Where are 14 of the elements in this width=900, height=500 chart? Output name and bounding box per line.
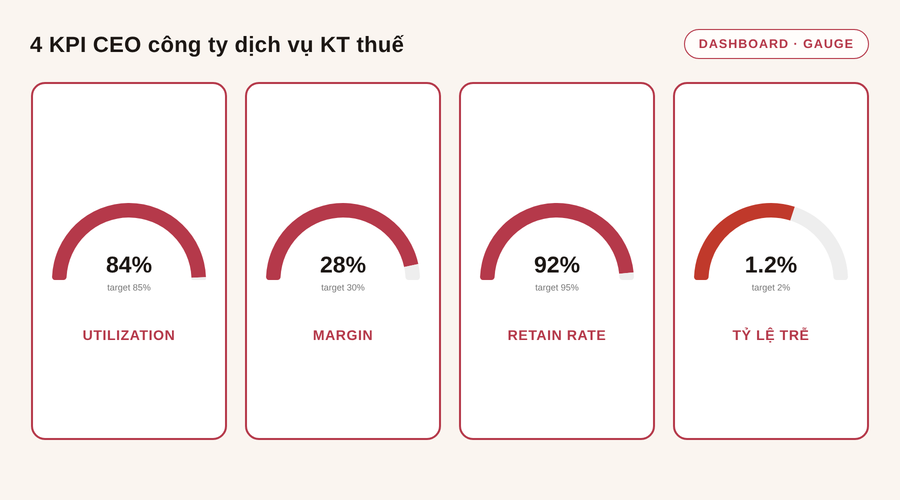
text: target 30% [321,282,365,292]
data-label: 1.2% [744,251,798,278]
data-label: 92% [534,251,580,278]
text: UTILIZATION [82,326,176,344]
text: MARGIN [312,326,374,344]
text: target 85% [107,282,151,292]
data-label: 84% [106,251,152,278]
data-label: 28% [320,251,366,278]
text: target 95% [535,282,579,292]
text: TỶ LỆ TRỄ [732,326,810,344]
text: RETAIN RATE [506,326,608,344]
text: DASHBOARD · GAUGE [684,29,869,59]
text: 4 KPI CEO công ty dịch vụ KT thuế [30,31,404,59]
text: target 2% [752,282,790,292]
